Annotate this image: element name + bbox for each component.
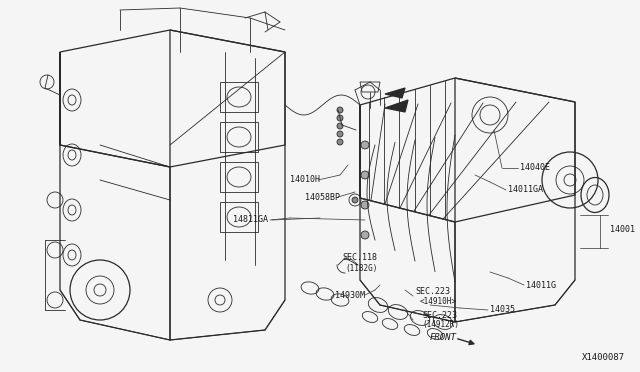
Text: 14930M: 14930M: [335, 291, 365, 299]
Text: 14035: 14035: [490, 305, 515, 314]
Text: 14011G: 14011G: [526, 280, 556, 289]
Text: 14040E: 14040E: [520, 164, 550, 173]
Circle shape: [352, 197, 358, 203]
Text: (14912R): (14912R): [422, 321, 459, 330]
Text: 14011GA: 14011GA: [508, 186, 543, 195]
Text: 14058BP: 14058BP: [305, 192, 340, 202]
Circle shape: [337, 123, 343, 129]
Polygon shape: [385, 88, 405, 98]
Text: SEC.223: SEC.223: [422, 311, 457, 320]
Circle shape: [361, 141, 369, 149]
Circle shape: [337, 139, 343, 145]
Circle shape: [361, 231, 369, 239]
Text: FRONT: FRONT: [430, 334, 457, 343]
Text: SEC.118: SEC.118: [342, 253, 377, 263]
Circle shape: [361, 201, 369, 209]
Polygon shape: [385, 100, 408, 112]
Text: X1400087: X1400087: [582, 353, 625, 362]
Text: 14811GA: 14811GA: [233, 215, 268, 224]
Circle shape: [337, 107, 343, 113]
Text: (1182G): (1182G): [345, 264, 378, 273]
Text: 14001: 14001: [610, 225, 635, 234]
Text: 14010H: 14010H: [290, 176, 320, 185]
Text: SEC.223: SEC.223: [415, 288, 450, 296]
Circle shape: [337, 131, 343, 137]
Circle shape: [361, 171, 369, 179]
Circle shape: [337, 115, 343, 121]
Text: <14910H>: <14910H>: [420, 298, 457, 307]
